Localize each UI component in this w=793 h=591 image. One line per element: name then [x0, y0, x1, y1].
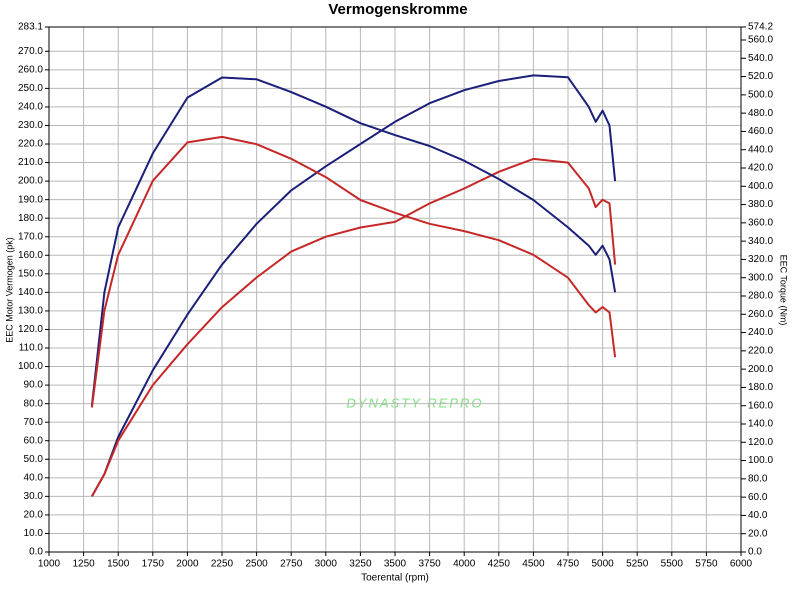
y-tick-label: 0.0 — [29, 547, 43, 558]
y2-tick-label: 560.0 — [748, 35, 773, 46]
series-line — [90, 135, 617, 408]
y-tick-label: 260.0 — [18, 64, 43, 75]
y-tick-label: 20.0 — [24, 510, 44, 521]
y2-tick-label: 500.0 — [748, 89, 773, 100]
x-tick-label: 4500 — [522, 559, 545, 570]
x-tick-label: 5000 — [591, 559, 614, 570]
x-tick-label: 1250 — [72, 559, 95, 570]
x-tick-label: 4250 — [488, 559, 511, 570]
x-tick-label: 3750 — [418, 559, 441, 570]
y2-tick-label: 340.0 — [748, 236, 773, 247]
x-tick-label: 5750 — [695, 559, 718, 570]
x-tick-label: 3250 — [349, 559, 372, 570]
y-tick-label: 220.0 — [18, 139, 43, 150]
y-tick-label: 250.0 — [18, 83, 43, 94]
y-tick-label: 190.0 — [18, 194, 43, 205]
y-tick-label: 120.0 — [18, 324, 43, 335]
y2-axis-label: EEC Torque (Nm) — [779, 255, 789, 326]
y2-tick-label: 100.0 — [748, 455, 773, 466]
y2-tick-label: 440.0 — [748, 144, 773, 155]
x-tick-label: 5500 — [661, 559, 684, 570]
y-tick-label: 90.0 — [24, 380, 44, 391]
y2-tick-label: 360.0 — [748, 217, 773, 228]
x-tick-label: 2500 — [245, 559, 268, 570]
watermark: DYNASTY REPRO — [346, 395, 483, 410]
y-axis-label: EEC Motor Vermogen (pk) — [4, 237, 14, 343]
y-tick-label: 130.0 — [18, 306, 43, 317]
x-axis-label: Toerental (rpm) — [361, 573, 429, 584]
y2-tick-label: 260.0 — [748, 309, 773, 320]
y2-tick-label: 120.0 — [748, 437, 773, 448]
y-tick-label: 110.0 — [19, 343, 44, 354]
y2-tick-label: 40.0 — [748, 510, 768, 521]
y-tick-label: 210.0 — [18, 157, 43, 168]
y2-tick-label: 220.0 — [748, 345, 773, 356]
y2-tick-label: 140.0 — [748, 419, 773, 430]
y2-tick-label: 520.0 — [748, 71, 773, 82]
plot-frame — [48, 26, 742, 553]
series-line — [91, 74, 617, 497]
y-tick-label: 270.0 — [18, 46, 43, 57]
x-tick-label: 4750 — [557, 559, 580, 570]
x-tick-label: 2000 — [176, 559, 199, 570]
y-tick-label: 180.0 — [18, 213, 43, 224]
y2-tick-label: 0.0 — [748, 547, 762, 558]
y2-tick-label: 460.0 — [748, 126, 773, 137]
x-tick-label: 2250 — [211, 559, 234, 570]
x-tick-label: 2750 — [280, 559, 303, 570]
y2-tick-label: 540.0 — [748, 53, 773, 64]
x-tick-label: 6000 — [730, 559, 753, 570]
y-tick-label: 230.0 — [18, 120, 43, 131]
y2-tick-label: 300.0 — [748, 272, 773, 283]
y-tick-label: 283.1 — [18, 22, 43, 33]
x-tick-label: 5250 — [626, 559, 649, 570]
y2-tick-label: 320.0 — [748, 254, 773, 265]
y2-tick-label: 200.0 — [748, 364, 773, 375]
x-tick-label: 3000 — [315, 559, 338, 570]
y2-tick-label: 180.0 — [748, 382, 773, 393]
y-tick-label: 140.0 — [18, 287, 43, 298]
y-tick-label: 10.0 — [24, 528, 44, 539]
x-tick-label: 1750 — [142, 559, 165, 570]
y2-tick-label: 80.0 — [748, 473, 768, 484]
y-tick-label: 150.0 — [18, 268, 43, 279]
y-tick-label: 80.0 — [24, 398, 44, 409]
y-tick-label: 100.0 — [18, 361, 43, 372]
y-tick-label: 170.0 — [18, 231, 43, 242]
y-tick-label: 70.0 — [24, 417, 44, 428]
x-tick-label: 4000 — [453, 559, 476, 570]
y2-tick-label: 240.0 — [748, 327, 773, 338]
x-tick-label: 1500 — [107, 559, 130, 570]
y-tick-label: 50.0 — [24, 454, 44, 465]
y-tick-label: 200.0 — [18, 176, 43, 187]
y2-tick-label: 380.0 — [748, 199, 773, 210]
y2-tick-label: 480.0 — [748, 108, 773, 119]
series-line — [90, 76, 617, 406]
y-tick-label: 60.0 — [24, 435, 44, 446]
y-tick-label: 30.0 — [24, 491, 44, 502]
y2-tick-label: 400.0 — [748, 181, 773, 192]
x-tick-label: 3500 — [384, 559, 407, 570]
y2-tick-label: 574.2 — [748, 22, 773, 33]
y-tick-label: 40.0 — [24, 472, 44, 483]
y2-tick-label: 420.0 — [748, 163, 773, 174]
y-tick-label: 160.0 — [18, 250, 43, 261]
y2-tick-label: 160.0 — [748, 400, 773, 411]
series-line — [91, 157, 617, 497]
chart-title: Vermogenskromme — [328, 1, 467, 18]
y2-tick-label: 20.0 — [748, 528, 768, 539]
y2-tick-label: 280.0 — [748, 291, 773, 302]
y2-tick-label: 60.0 — [748, 492, 768, 503]
x-tick-label: 1000 — [38, 559, 61, 570]
y-tick-label: 240.0 — [18, 102, 43, 113]
